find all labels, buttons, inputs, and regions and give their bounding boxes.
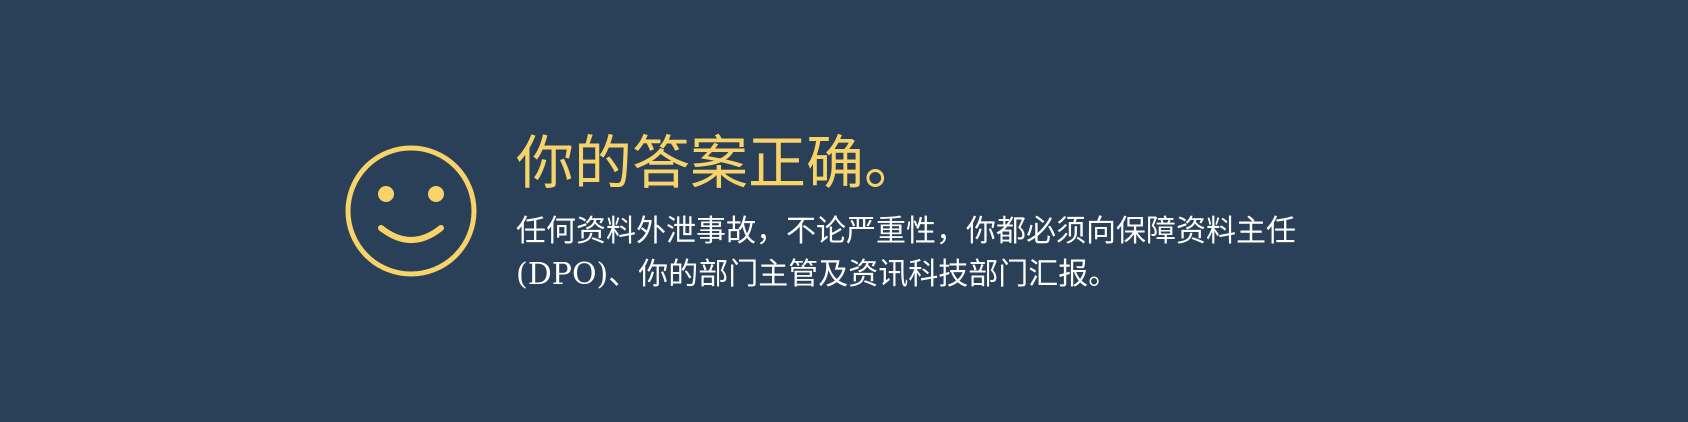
feedback-text: 你的答案正确。 任何资料外泄事故，不论严重性，你都必须向保障资料主任(DPO)、…: [516, 126, 1356, 296]
smiley-face-icon: [344, 144, 478, 278]
result-message: 任何资料外泄事故，不论严重性，你都必须向保障资料主任(DPO)、你的部门主管及资…: [516, 214, 1296, 292]
result-headline: 你的答案正确。: [516, 129, 923, 197]
